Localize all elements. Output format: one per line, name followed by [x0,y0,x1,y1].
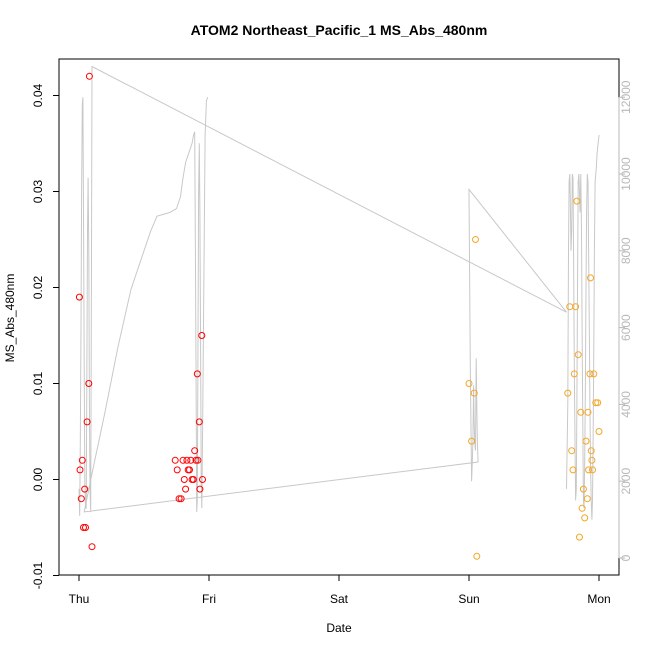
data-point [465,380,473,387]
y-tick-label: 0.00 [31,467,45,491]
altitude-line-0 [78,65,567,516]
y-axis: -0.01 0.00 0.01 0.02 0.03 0.04 [31,83,60,590]
data-point [587,274,594,282]
data-point [80,524,87,531]
data-point [578,504,586,512]
data-point [579,485,587,493]
y-axis-label: MS_Abs_480nm [3,274,17,363]
points-layer [75,72,603,560]
data-point [564,389,572,397]
x-tick-label: Thu [69,592,90,606]
data-point [586,370,594,378]
data-point [82,524,89,531]
data-point [192,456,200,464]
data-point [191,447,199,455]
data-point [584,408,592,416]
data-point [582,437,590,445]
data-point [196,485,204,493]
data-point [76,466,84,474]
data-point [194,456,202,464]
data-point [193,370,201,378]
x-tick-label: Mon [587,592,610,606]
data-point [186,466,193,474]
y-tick-label: 0.04 [31,83,45,107]
data-point [187,456,195,464]
right-tick-label: 10000 [619,157,633,191]
data-point [468,437,476,445]
y-tick-label: -0.01 [31,562,45,590]
data-point [595,428,603,435]
data-point [77,495,85,503]
data-point [85,380,93,387]
x-tick-label: Fri [202,592,216,606]
data-point [569,466,577,474]
data-point [576,533,583,541]
chart-title: ATOM2 Northeast_Pacific_1 MS_Abs_480nm [191,22,488,38]
data-point [574,351,582,359]
data-point [182,485,190,493]
data-point [568,447,576,455]
data-point [175,495,183,503]
data-point [81,485,89,493]
altitude-layer [78,65,600,520]
data-point [572,303,580,311]
right-tick-label: 4000 [619,391,633,418]
y-tick-label: 0.03 [31,179,45,203]
data-point [195,418,203,426]
data-point [199,476,206,483]
data-point [470,389,478,397]
data-point [587,447,595,455]
data-point [592,399,600,407]
data-point [83,418,91,426]
data-point [472,236,479,243]
data-point [177,495,185,503]
data-point [88,543,96,551]
data-point [179,456,187,464]
data-point [173,466,181,474]
x-tick-label: Sat [330,592,349,606]
data-point [78,456,86,464]
y-tick-label: 0.02 [31,275,45,299]
right-tick-label: 2000 [619,468,633,495]
data-point [189,476,197,483]
data-point [570,370,578,378]
data-point [75,293,83,301]
data-point [85,72,93,80]
data-point [581,514,589,522]
right-tick-label: 6000 [619,314,633,341]
data-point [583,495,591,503]
data-point [180,476,188,483]
right-tick-label: 12000 [619,80,633,114]
x-tick-label: Sun [458,592,479,606]
data-point [588,456,596,464]
right-tick-label: 8000 [619,237,633,264]
altitude-line-1 [566,135,600,520]
data-point [573,197,581,205]
x-axis-label: Date [326,621,352,635]
data-point [198,332,206,339]
data-point [473,552,481,560]
data-point [589,466,596,474]
data-point [594,399,602,407]
data-point [183,456,191,464]
data-point [585,466,593,474]
data-point [577,408,585,416]
right-axis: 0 2000 4000 6000 8000 10000 12000 [618,80,633,561]
right-tick-label: 0 [619,554,633,561]
y-tick-label: 0.01 [31,371,45,395]
x-axis: Thu Fri Sat Sun Mon [69,574,611,606]
data-point [171,456,179,464]
data-point [590,370,598,378]
